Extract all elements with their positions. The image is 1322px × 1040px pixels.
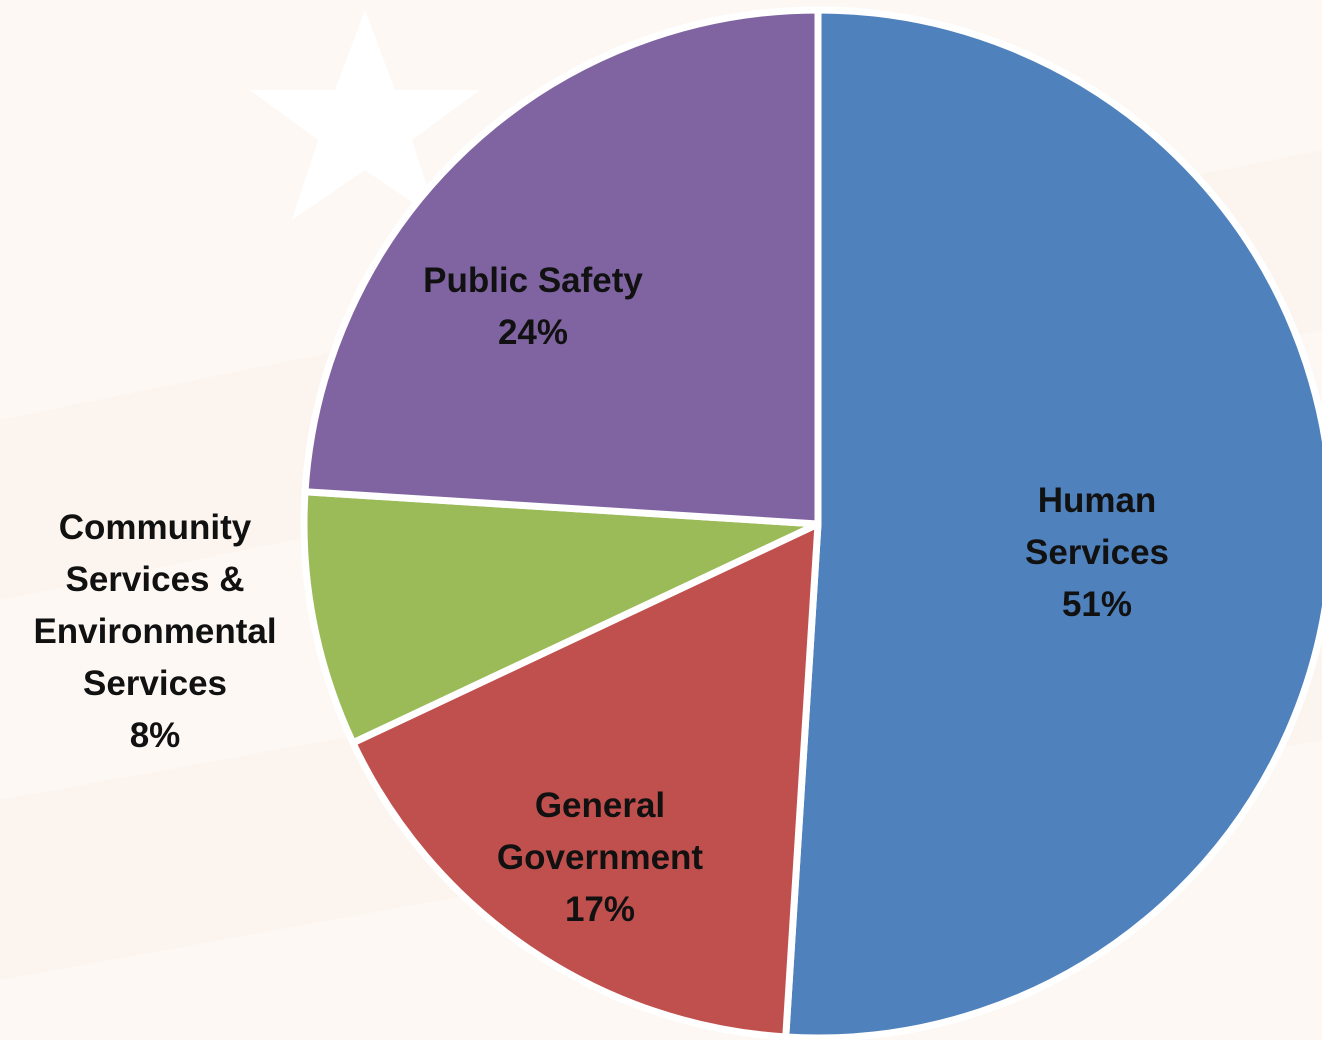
category-label: Human Services [1024, 481, 1170, 572]
value-label: 24% [497, 313, 569, 352]
value-label: 17% [564, 890, 636, 929]
slice-label: Human Services 51% [982, 475, 1212, 631]
value-label: 8% [129, 716, 181, 755]
pie-slice [301, 6, 822, 528]
pie-slice [300, 488, 822, 747]
category-label: Community Services & Environmental Servi… [33, 508, 277, 703]
value-label: 51% [1061, 585, 1133, 624]
slice-label: General Government 17% [455, 780, 745, 936]
pie [300, 6, 1322, 1040]
category-label: Public Safety [423, 261, 643, 300]
pie-slice [349, 520, 822, 1040]
slice-label: Community Services & Environmental Servi… [5, 502, 305, 762]
pie-slice [782, 6, 1322, 1040]
category-label: General Government [496, 786, 704, 877]
slice-label: Public Safety 24% [323, 255, 743, 359]
